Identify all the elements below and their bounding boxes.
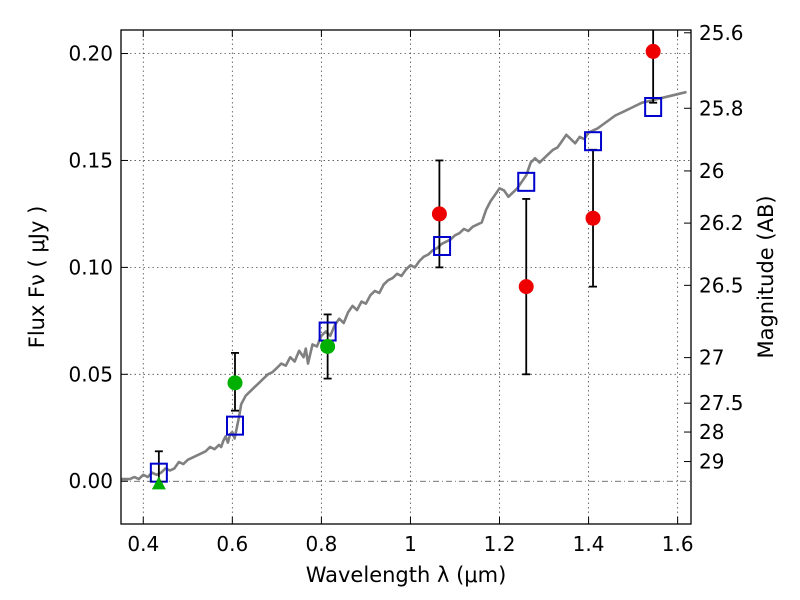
x-tick-label: 1 xyxy=(404,532,417,556)
observed-point xyxy=(227,375,243,391)
model-photometry-square xyxy=(644,96,663,117)
x-tick-label: 1.6 xyxy=(662,532,694,556)
mag-tick-label: 27.5 xyxy=(699,391,744,415)
grid xyxy=(121,30,691,524)
y-axis-label: Flux Fν ( μJy ) xyxy=(25,206,49,349)
plot-frame xyxy=(120,29,692,525)
mag-tick-label: 26.5 xyxy=(699,273,744,297)
y-tick-label: 0.15 xyxy=(68,148,113,172)
x-tick-label: 1.4 xyxy=(573,532,605,556)
observed-point xyxy=(585,210,601,226)
model-photometry-square xyxy=(584,131,603,152)
model-photometry-square xyxy=(517,171,536,192)
mag-tick-label: 26 xyxy=(699,159,724,183)
model-photometry-square xyxy=(433,235,452,256)
observed-point xyxy=(645,43,661,59)
model-photometry-square xyxy=(226,415,244,436)
model-sed-line xyxy=(121,90,687,481)
observed-point xyxy=(431,206,447,222)
data-series xyxy=(121,30,687,490)
mag-tick-label: 25.8 xyxy=(699,96,744,120)
mag-tick-label: 28 xyxy=(699,420,724,444)
y2-axis-label: Magnitude (AB) xyxy=(754,195,778,358)
x-axis-label: Wavelength λ (μm) xyxy=(306,563,507,587)
mag-tick-label: 27 xyxy=(699,346,724,370)
y-tick-label: 0.05 xyxy=(68,362,113,386)
observed-point xyxy=(518,279,534,295)
mag-tick-label: 29 xyxy=(699,450,724,474)
y-tick-label: 0.00 xyxy=(68,469,113,493)
x-tick-label: 0.4 xyxy=(127,532,159,556)
ticks: 0.4 0.6 0.8 1 1.2 1.4 1.6 0.00 0.05 0.10 0.15 0.20 2… xyxy=(68,21,743,556)
x-tick-label: 1.2 xyxy=(484,532,516,556)
upper-limit-triangle xyxy=(151,476,166,490)
x-tick-label: 0.6 xyxy=(216,532,248,556)
observed-point xyxy=(320,339,336,355)
mag-tick-label: 26.2 xyxy=(699,211,744,235)
y-tick-label: 0.20 xyxy=(68,42,113,66)
x-tick-label: 0.8 xyxy=(305,532,337,556)
mag-tick-label: 25.6 xyxy=(699,21,744,45)
y-tick-label: 0.10 xyxy=(68,255,113,279)
